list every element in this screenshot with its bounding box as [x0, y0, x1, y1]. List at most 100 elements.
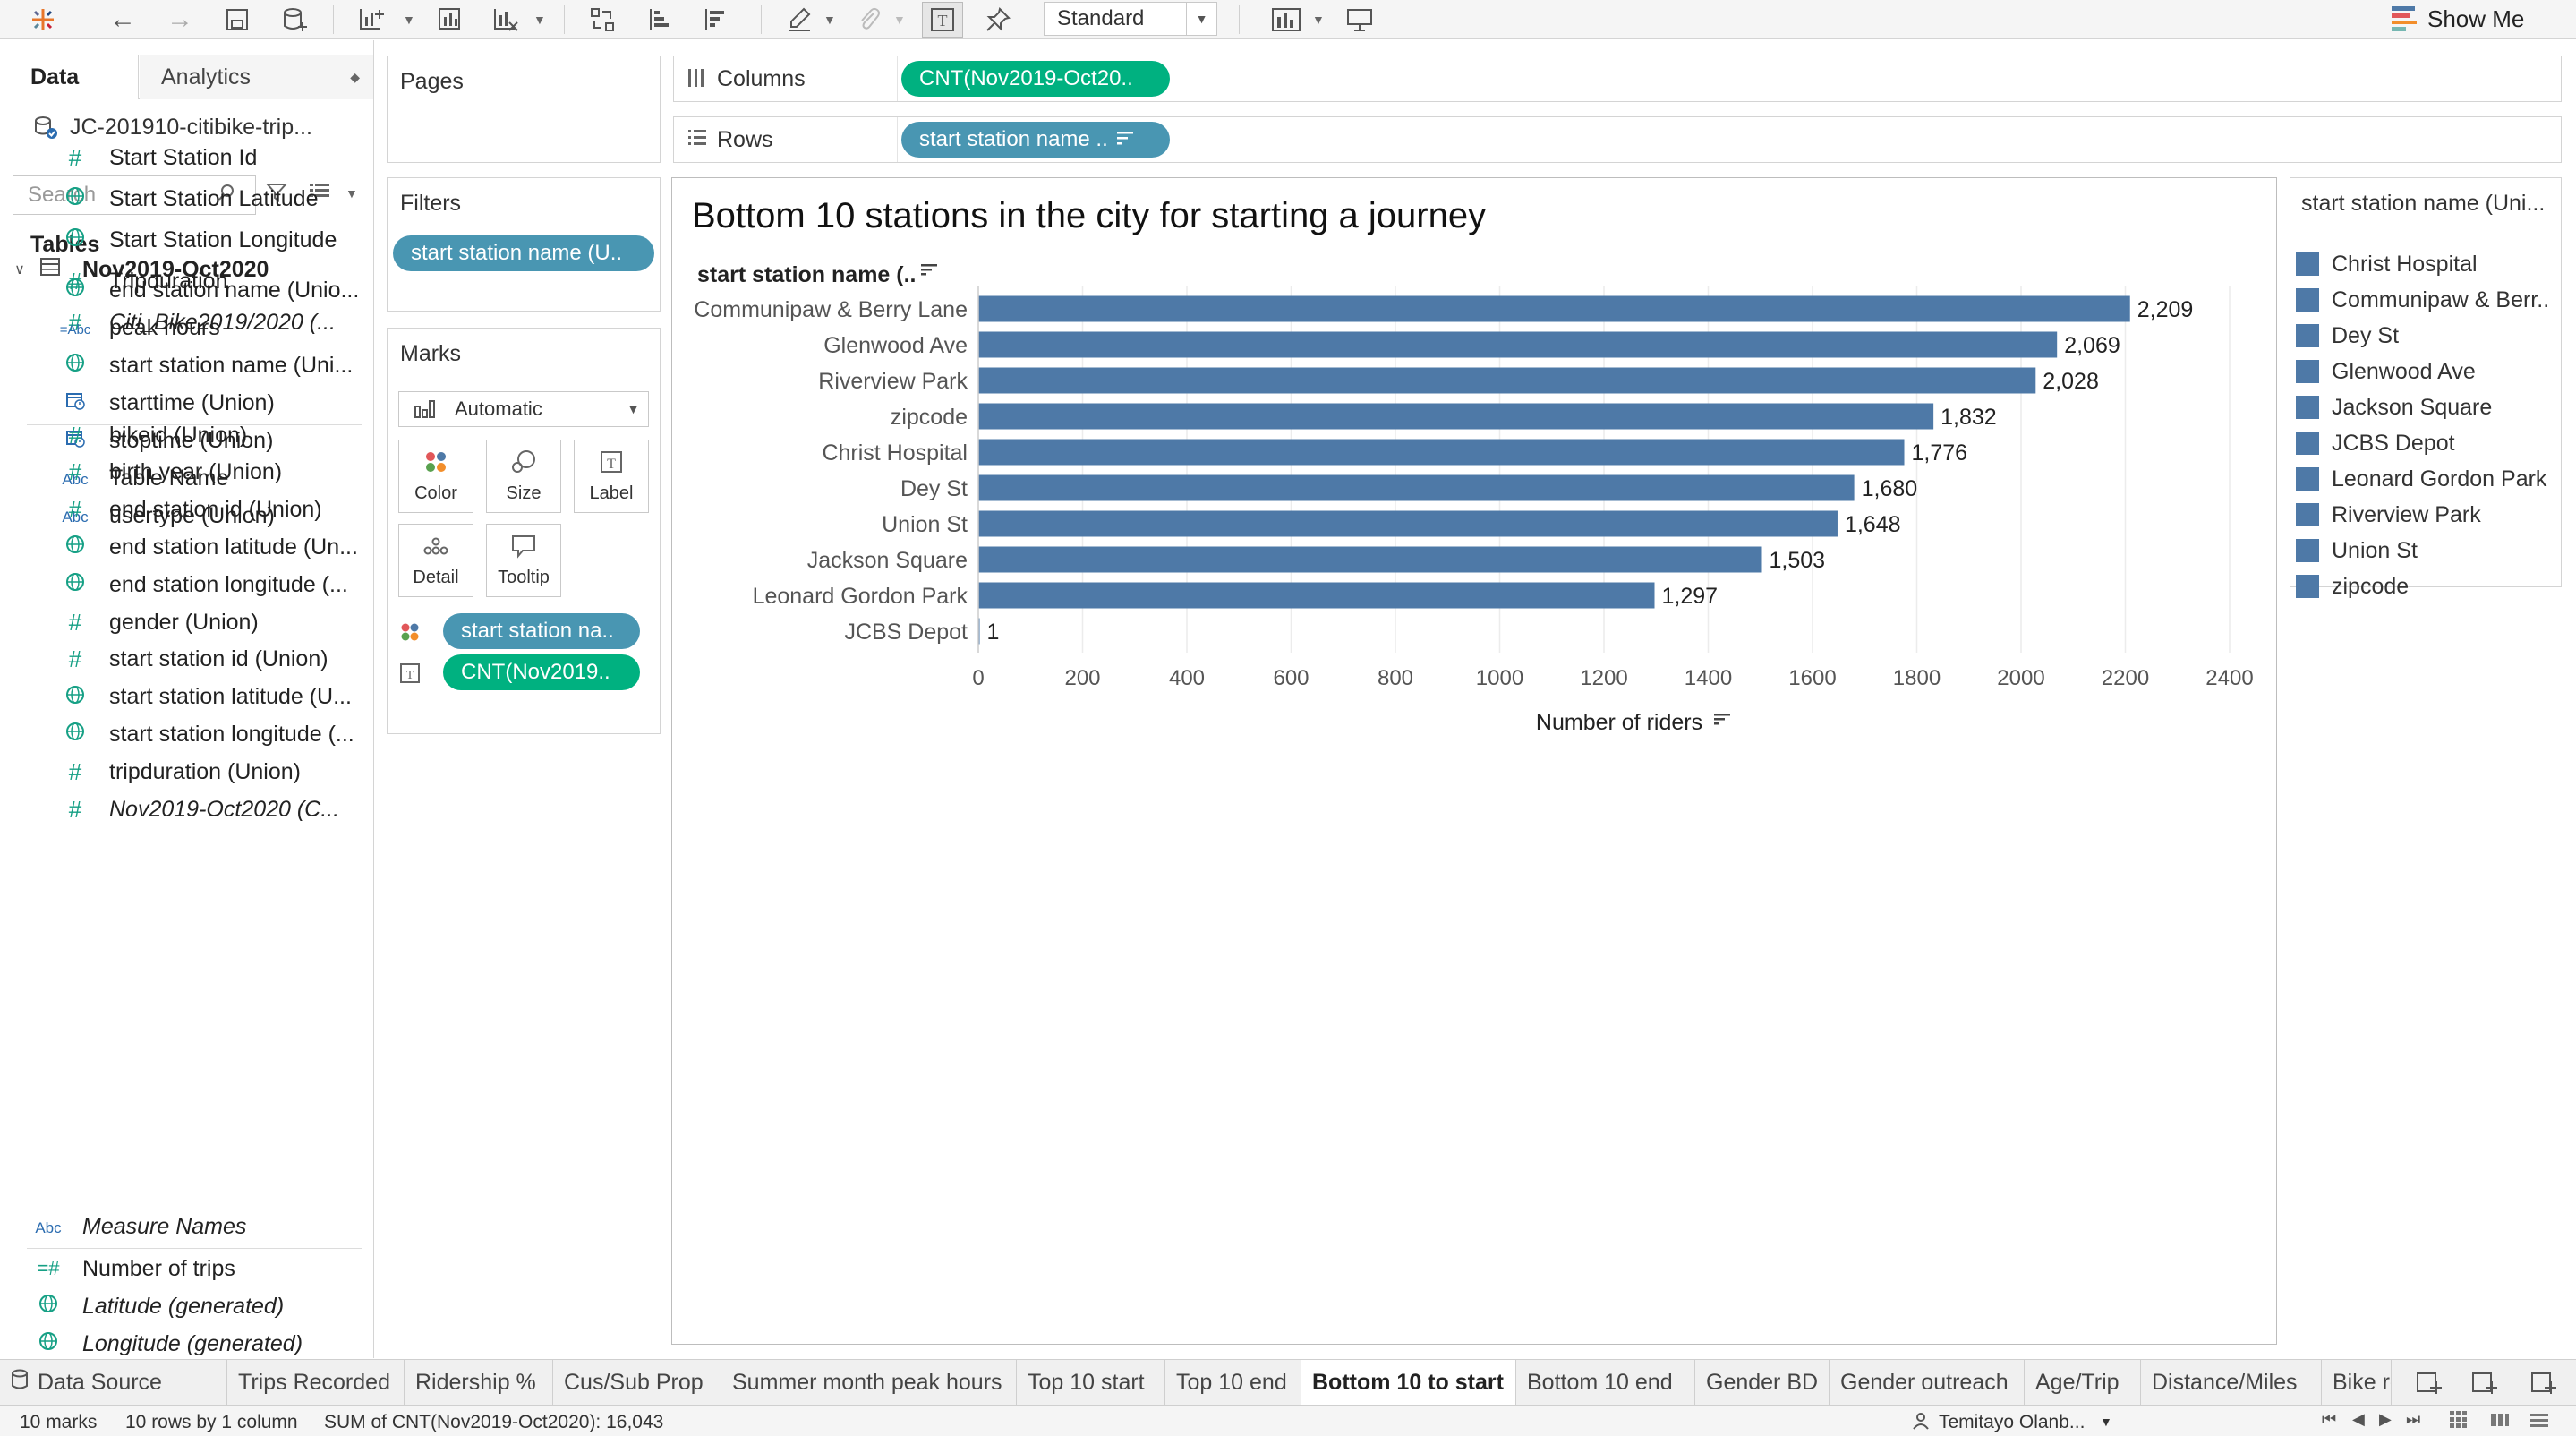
bar[interactable]: [978, 295, 2130, 322]
sheet-tab[interactable]: Bottom 10 end: [1516, 1360, 1695, 1405]
field-item[interactable]: Start Station Longitude: [0, 222, 373, 258]
field-item[interactable]: # bikeid (Union): [0, 417, 373, 453]
bar-chart[interactable]: start station name (.. Communipaw & Berry…: [672, 178, 2276, 1342]
field-item[interactable]: # Tripduration: [0, 263, 373, 299]
field-item[interactable]: # gender (Union): [0, 604, 373, 640]
show-cards-caret[interactable]: ▼: [1312, 13, 1325, 27]
columns-pill[interactable]: CNT(Nov2019-Oct20..: [901, 61, 1170, 97]
field-item[interactable]: start station latitude (U...: [0, 680, 373, 715]
prev-sheet-icon[interactable]: ◀: [2352, 1410, 2365, 1428]
field-item[interactable]: Latitude (generated): [0, 1288, 373, 1324]
bar[interactable]: [978, 582, 1655, 609]
label-pill[interactable]: CNT(Nov2019..: [443, 654, 640, 690]
tab-data[interactable]: Data: [0, 55, 139, 99]
field-item[interactable]: Longitude (generated): [0, 1326, 373, 1358]
tabs-view-icon[interactable]: [2529, 1410, 2549, 1434]
search-input[interactable]: [13, 175, 256, 215]
field-item[interactable]: # Citi_Bike2019/2020 (...: [0, 304, 373, 340]
fit-select[interactable]: Standard ▼: [1044, 2, 1217, 36]
label-button[interactable]: T Label: [574, 440, 649, 513]
sheet-tab[interactable]: Data Source: [0, 1360, 227, 1405]
presentation-mode-icon[interactable]: [1337, 2, 1382, 38]
duplicate-sheet-icon[interactable]: [428, 2, 473, 38]
sheet-tab[interactable]: Gender outreach: [1830, 1360, 2025, 1405]
field-item[interactable]: Abc Table Name: [0, 460, 373, 496]
legend-item[interactable]: Riverview Park: [2296, 499, 2481, 531]
tooltip-button[interactable]: Tooltip: [486, 524, 561, 597]
legend-item[interactable]: Glenwood Ave: [2296, 355, 2476, 388]
field-item[interactable]: # birth year (Union): [0, 455, 373, 491]
first-sheet-icon[interactable]: ⏮: [2322, 1410, 2337, 1428]
new-story-tab-icon[interactable]: [2529, 1369, 2556, 1402]
highlight-icon[interactable]: [777, 2, 822, 38]
sheet-tab[interactable]: Summer month peak hours: [721, 1360, 1017, 1405]
sheet-tab[interactable]: Bike re: [2322, 1360, 2392, 1405]
field-item[interactable]: Abc Measure Names: [0, 1209, 373, 1244]
legend-item[interactable]: Communipaw & Berr..: [2296, 284, 2549, 316]
filter-pill[interactable]: start station name (U..: [393, 235, 654, 271]
show-me-button[interactable]: Show Me: [2392, 2, 2524, 36]
sheet-tab[interactable]: Age/Trip: [2025, 1360, 2141, 1405]
chevron-down-icon[interactable]: ▼: [618, 392, 648, 426]
sheet-tab[interactable]: Ridership %: [405, 1360, 553, 1405]
last-sheet-icon[interactable]: ⏭: [2406, 1410, 2421, 1428]
field-item[interactable]: start station longitude (...: [0, 716, 373, 752]
datasource-item[interactable]: JC-201910-citibike-trip...: [32, 114, 312, 141]
size-button[interactable]: Size: [486, 440, 561, 513]
back-icon[interactable]: ←: [109, 4, 136, 34]
mark-type-select[interactable]: Automatic ▼: [398, 391, 649, 427]
forward-icon[interactable]: →: [166, 4, 193, 34]
columns-shelf[interactable]: Columns CNT(Nov2019-Oct20..: [673, 56, 2562, 102]
legend-item[interactable]: Leonard Gordon Park: [2296, 463, 2546, 495]
new-worksheet-icon[interactable]: [349, 2, 394, 38]
filters-card[interactable]: Filters start station name (U..: [387, 177, 661, 312]
table-item[interactable]: ∨ Nov2019-Oct2020: [0, 252, 373, 287]
sheet-tab[interactable]: Top 10 start: [1017, 1360, 1165, 1405]
pages-card[interactable]: Pages: [387, 56, 661, 163]
sheet-tab[interactable]: Top 10 end: [1165, 1360, 1301, 1405]
sheet-tab[interactable]: Gender BD: [1695, 1360, 1830, 1405]
user-caret-icon[interactable]: ▼: [2100, 1415, 2112, 1429]
swap-rows-columns-icon[interactable]: [580, 2, 625, 38]
sheet-tab[interactable]: Bottom 10 to start: [1301, 1360, 1516, 1405]
status-user[interactable]: Temitayo Olanb...: [1939, 1412, 2086, 1432]
color-pill[interactable]: start station na..: [443, 613, 640, 649]
highlight-caret[interactable]: ▼: [823, 13, 836, 27]
field-item[interactable]: # Start Station Id: [0, 140, 373, 175]
group-paperclip-icon[interactable]: [847, 2, 891, 38]
group-caret[interactable]: ▼: [893, 13, 906, 27]
bar[interactable]: [978, 474, 1855, 501]
bar[interactable]: [978, 331, 2058, 358]
show-cards-icon[interactable]: [1264, 2, 1309, 38]
sheet-tab[interactable]: Trips Recorded: [227, 1360, 405, 1405]
bar[interactable]: [978, 546, 1762, 573]
detail-button[interactable]: Detail: [398, 524, 473, 597]
color-button[interactable]: Color: [398, 440, 473, 513]
bar[interactable]: [978, 510, 1838, 537]
rows-shelf[interactable]: Rows start station name ..: [673, 116, 2562, 163]
user-icon[interactable]: [1912, 1412, 1930, 1435]
pin-axes-icon[interactable]: [976, 2, 1020, 38]
save-icon[interactable]: [215, 2, 260, 38]
clear-sheet-caret[interactable]: ▼: [533, 13, 546, 27]
field-item[interactable]: end station name (Unio...: [0, 272, 373, 308]
field-item[interactable]: start station name (Uni...: [0, 347, 373, 383]
field-item[interactable]: end station longitude (...: [0, 567, 373, 603]
field-item[interactable]: # tripduration (Union): [0, 754, 373, 790]
filmstrip-icon[interactable]: [2490, 1410, 2510, 1434]
new-dashboard-tab-icon[interactable]: [2470, 1369, 2497, 1402]
filter-icon[interactable]: [265, 181, 288, 210]
view-list-icon[interactable]: [308, 179, 331, 209]
field-item[interactable]: # Nov2019-Oct2020 (C...: [0, 791, 373, 827]
legend-item[interactable]: zipcode: [2296, 570, 2409, 603]
tableau-logo-icon[interactable]: [25, 2, 61, 38]
field-item[interactable]: end station latitude (Un...: [0, 529, 373, 565]
legend-item[interactable]: Union St: [2296, 534, 2418, 567]
legend-item[interactable]: Dey St: [2296, 320, 2399, 352]
field-item[interactable]: stoptime (Union): [0, 423, 373, 458]
chevron-down-icon[interactable]: ∨: [14, 262, 25, 278]
new-worksheet-tab-icon[interactable]: [2415, 1369, 2442, 1402]
legend-item[interactable]: Christ Hospital: [2296, 248, 2478, 280]
next-sheet-icon[interactable]: ▶: [2379, 1410, 2392, 1428]
view-caret-icon[interactable]: ▼: [345, 186, 358, 201]
